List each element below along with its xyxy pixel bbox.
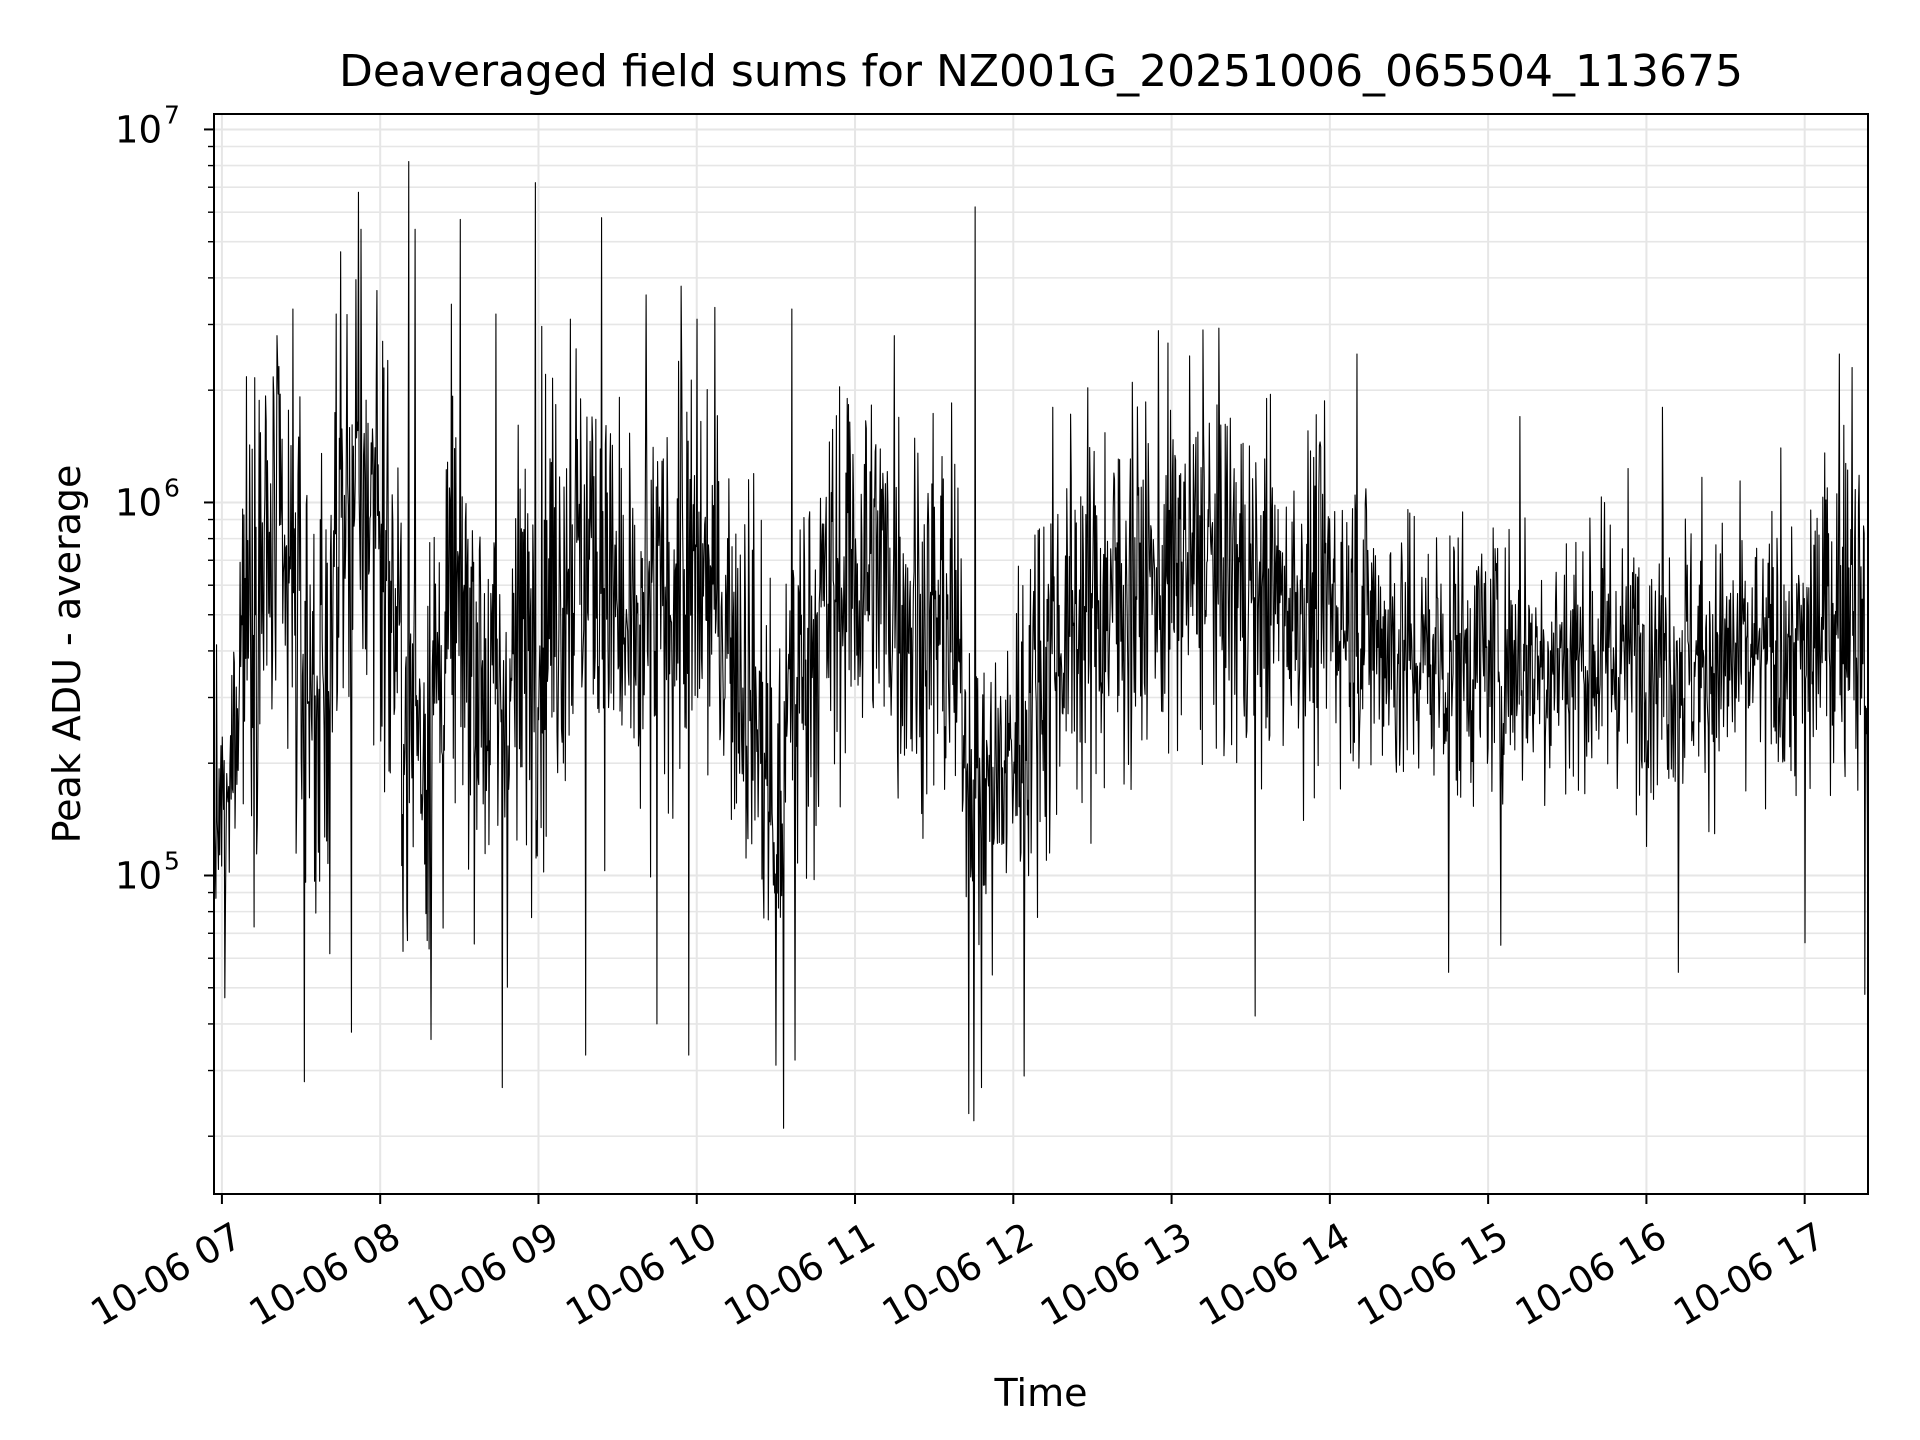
y-tick-label: 10 6 <box>115 473 180 524</box>
x-axis-label: Time <box>994 1371 1088 1415</box>
y-tick-base: 10 <box>115 854 162 897</box>
y-tick-base: 10 <box>115 481 162 524</box>
y-tick-exponent: 5 <box>164 846 180 875</box>
y-tick-label: 10 7 <box>115 100 180 151</box>
plot-area-frame <box>213 113 1869 1195</box>
y-tick-exponent: 7 <box>164 100 180 129</box>
y-tick-exponent: 6 <box>164 473 180 502</box>
data-series-line <box>213 161 1869 1129</box>
y-tick-base: 10 <box>115 108 162 151</box>
y-tick-label: 10 5 <box>115 846 180 897</box>
chart-title: Deaveraged field sums for NZ001G_2025100… <box>339 46 1743 97</box>
y-axis-label: Peak ADU - average <box>45 465 89 844</box>
data-layer <box>213 161 1869 1129</box>
